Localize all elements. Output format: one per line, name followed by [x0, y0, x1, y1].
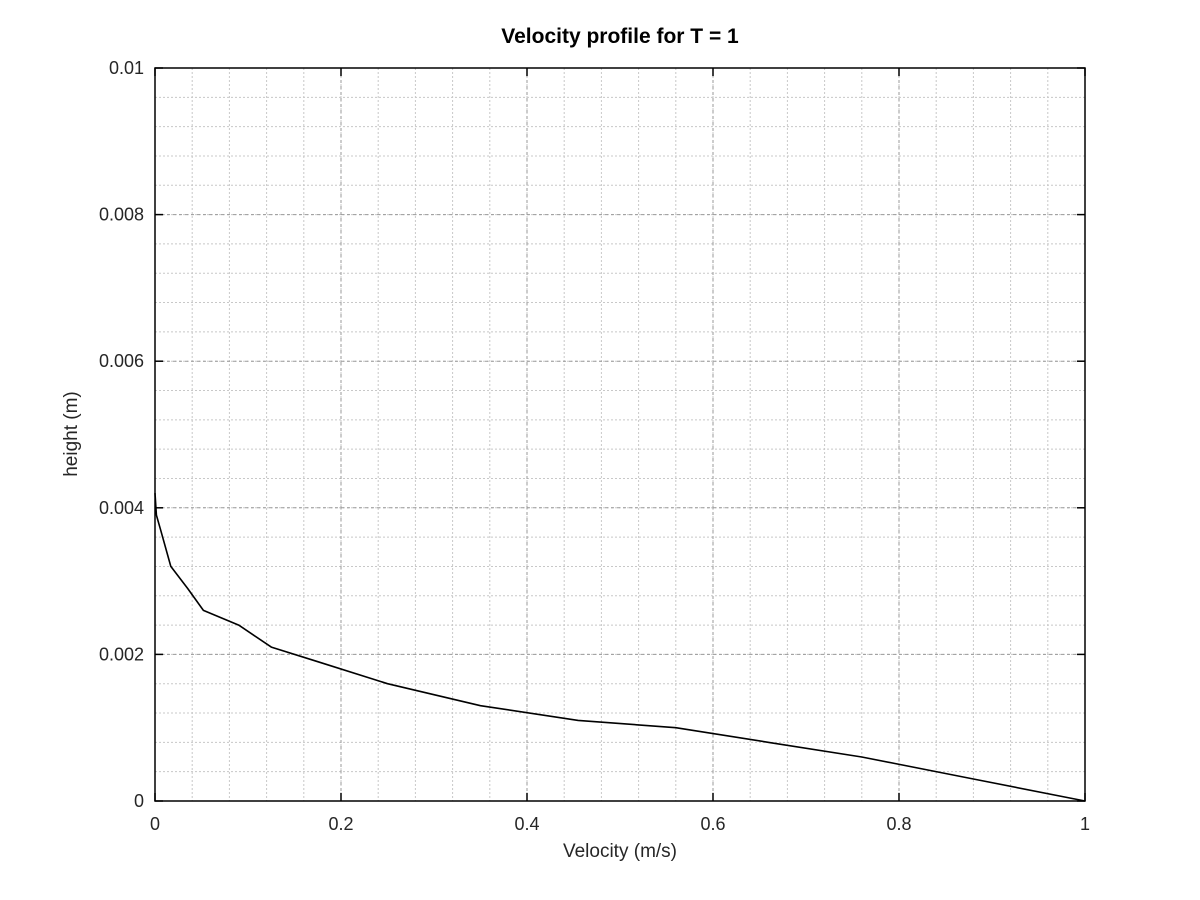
x-tick-label: 0.2 [328, 814, 353, 834]
plot-frame [154, 67, 1086, 802]
x-tick-label: 0.8 [886, 814, 911, 834]
x-tick-label: 0.4 [514, 814, 539, 834]
y-tick-labels: 0 0.002 0.004 0.006 0.008 0.01 [99, 58, 144, 811]
y-tick-label: 0.01 [109, 58, 144, 78]
y-tick-label: 0.008 [99, 205, 144, 225]
axis-ticks [154, 67, 1086, 802]
y-tick-label: 0 [134, 791, 144, 811]
y-tick-label: 0.004 [99, 498, 144, 518]
series-layer [154, 493, 1086, 802]
major-grid [155, 68, 1085, 801]
x-axis-label: Velocity (m/s) [563, 841, 677, 862]
x-tick-label: 0 [150, 814, 160, 834]
plot-area [155, 68, 1085, 801]
x-tick-labels: 0 0.2 0.4 0.6 0.8 1 [150, 814, 1090, 834]
y-tick-label: 0.006 [99, 351, 144, 371]
x-tick-label: 1 [1080, 814, 1090, 834]
y-tick-label: 0.002 [99, 644, 144, 664]
x-tick-label: 0.6 [700, 814, 725, 834]
velocity-profile-line [154, 493, 1086, 802]
chart-title: Velocity profile for T = 1 [501, 25, 739, 48]
y-axis-label: height (m) [61, 391, 82, 477]
